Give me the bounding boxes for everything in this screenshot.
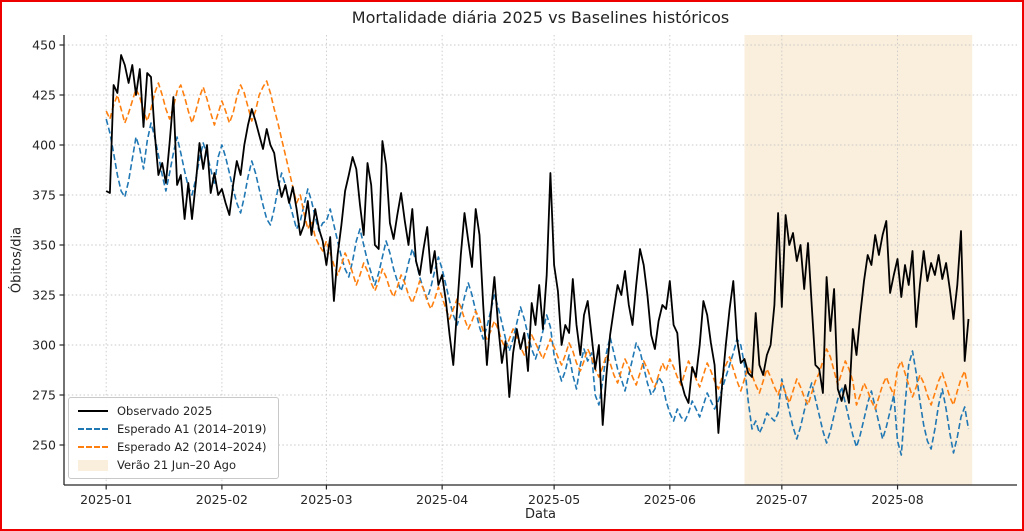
x-tick-label: 2025-06 xyxy=(644,492,696,507)
legend-item: Verão 21 Jun–20 Ago xyxy=(78,458,267,472)
legend-item: Observado 2025 xyxy=(78,404,267,418)
legend-series-1-label: Esperado A1 (2014–2019) xyxy=(117,422,267,436)
y-tick-label: 275 xyxy=(32,388,56,403)
legend-series-0-swatch xyxy=(78,410,108,412)
chart-title: Mortalidade diária 2025 vs Baselines his… xyxy=(351,8,730,27)
x-tick-label: 2025-07 xyxy=(756,492,808,507)
legend-item: Esperado A1 (2014–2019) xyxy=(78,422,267,436)
legend-series-2-swatch xyxy=(78,446,108,448)
legend-series-2-label: Esperado A2 (2014–2024) xyxy=(117,440,267,454)
summer-shade-region xyxy=(744,35,973,485)
y-tick-label: 325 xyxy=(32,288,56,303)
y-tick-label: 350 xyxy=(32,238,56,253)
y-tick-label: 250 xyxy=(32,438,56,453)
y-tick-label: 450 xyxy=(32,38,56,53)
legend-series-1-swatch xyxy=(78,428,108,430)
series-line-1 xyxy=(105,118,970,456)
legend-item: Esperado A2 (2014–2024) xyxy=(78,440,267,454)
legend-series-0-label: Observado 2025 xyxy=(117,404,213,418)
legend: Observado 2025 Esperado A1 (2014–2019) Esp… xyxy=(68,397,279,479)
x-tick-label: 2025-04 xyxy=(416,492,468,507)
x-axis-label: Data xyxy=(524,507,557,522)
legend-shade-label: Verão 21 Jun–20 Ago xyxy=(117,458,237,472)
y-tick-label: 400 xyxy=(32,138,56,153)
y-axis-label: Óbitos/dia xyxy=(9,226,25,294)
y-tick-label: 300 xyxy=(32,338,56,353)
x-tick-label: 2025-08 xyxy=(871,492,923,507)
series-line-0 xyxy=(105,54,970,434)
y-tick-label: 425 xyxy=(32,88,56,103)
x-tick-label: 2025-03 xyxy=(300,492,352,507)
x-tick-label: 2025-02 xyxy=(196,492,248,507)
y-tick-label: 375 xyxy=(32,188,56,203)
x-tick-label: 2025-05 xyxy=(528,492,580,507)
legend-shade-swatch xyxy=(78,459,108,471)
x-tick-label: 2025-01 xyxy=(80,492,132,507)
